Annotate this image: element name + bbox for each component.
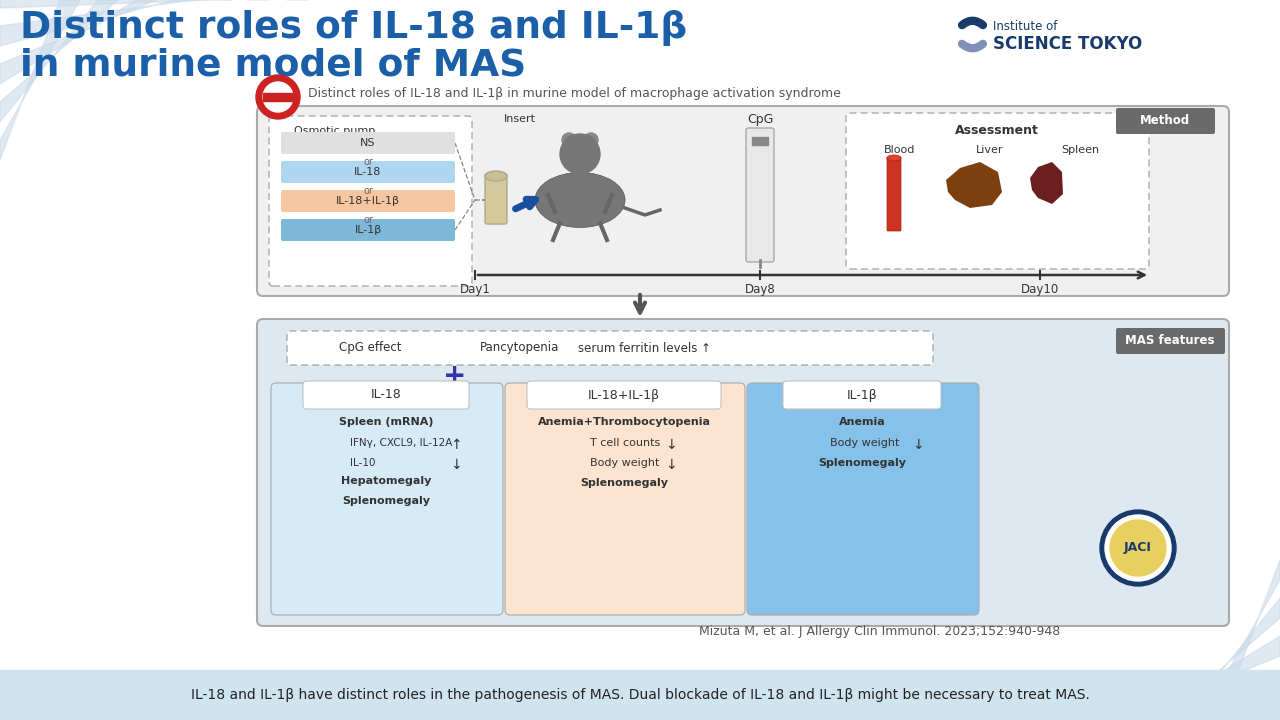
FancyBboxPatch shape xyxy=(257,106,1229,296)
Text: Assessment: Assessment xyxy=(955,124,1039,137)
Text: IL-10: IL-10 xyxy=(349,458,375,468)
Text: T cell counts: T cell counts xyxy=(590,438,660,448)
FancyBboxPatch shape xyxy=(1116,328,1225,354)
Polygon shape xyxy=(1201,560,1280,720)
Polygon shape xyxy=(1085,674,1280,720)
Ellipse shape xyxy=(535,173,625,228)
FancyBboxPatch shape xyxy=(287,331,933,365)
Polygon shape xyxy=(0,0,232,8)
FancyBboxPatch shape xyxy=(257,319,1229,626)
Text: ↑: ↑ xyxy=(451,438,462,452)
FancyBboxPatch shape xyxy=(282,219,454,241)
Text: Pancytopenia: Pancytopenia xyxy=(480,341,559,354)
Text: Splenomegaly: Splenomegaly xyxy=(580,478,668,488)
FancyBboxPatch shape xyxy=(271,383,503,615)
Circle shape xyxy=(562,133,576,147)
FancyBboxPatch shape xyxy=(303,381,468,409)
Text: Spleen: Spleen xyxy=(1061,145,1100,155)
Text: serum ferritin levels ↑: serum ferritin levels ↑ xyxy=(579,341,712,354)
Text: Day1: Day1 xyxy=(460,283,490,296)
Polygon shape xyxy=(0,0,195,46)
Text: IL-18+IL-1β: IL-18+IL-1β xyxy=(335,196,399,206)
Polygon shape xyxy=(0,0,156,84)
Text: in murine model of MAS: in murine model of MAS xyxy=(20,48,526,84)
Text: JACI: JACI xyxy=(1124,541,1152,554)
Text: Mizuta M, et al. J Allergy Clin Immunol. 2023;152:940-948: Mizuta M, et al. J Allergy Clin Immunol.… xyxy=(699,625,1061,638)
Circle shape xyxy=(561,134,600,174)
FancyBboxPatch shape xyxy=(846,113,1149,269)
Text: Insert: Insert xyxy=(504,114,536,124)
Polygon shape xyxy=(1048,712,1280,720)
Text: Method: Method xyxy=(1140,114,1190,127)
Circle shape xyxy=(584,133,598,147)
Text: or: or xyxy=(364,215,372,225)
Text: Distinct roles of IL-18 and IL-1β: Distinct roles of IL-18 and IL-1β xyxy=(20,10,687,46)
Text: or: or xyxy=(364,186,372,196)
Text: Splenomegaly: Splenomegaly xyxy=(342,496,430,506)
FancyBboxPatch shape xyxy=(527,381,721,409)
Text: Liver: Liver xyxy=(977,145,1004,155)
Text: Hepatomegaly: Hepatomegaly xyxy=(340,476,431,486)
FancyBboxPatch shape xyxy=(887,157,901,231)
FancyBboxPatch shape xyxy=(746,128,774,262)
Text: Day10: Day10 xyxy=(1021,283,1059,296)
Text: Blood: Blood xyxy=(884,145,915,155)
Text: SCIENCE TOKYO: SCIENCE TOKYO xyxy=(993,35,1142,53)
Text: Spleen (mRNA): Spleen (mRNA) xyxy=(339,417,433,427)
Text: IL-1β: IL-1β xyxy=(355,225,381,235)
FancyBboxPatch shape xyxy=(1116,108,1215,134)
Polygon shape xyxy=(0,0,118,122)
Circle shape xyxy=(1100,510,1176,586)
Circle shape xyxy=(256,75,300,119)
Polygon shape xyxy=(1124,636,1280,720)
FancyBboxPatch shape xyxy=(748,383,979,615)
Circle shape xyxy=(1110,520,1166,576)
Polygon shape xyxy=(946,162,1002,208)
FancyArrowPatch shape xyxy=(963,44,983,48)
Bar xyxy=(0,670,1280,720)
Text: ↓: ↓ xyxy=(911,438,924,452)
Text: IL-18+IL-1β: IL-18+IL-1β xyxy=(588,389,660,402)
Text: Institute of: Institute of xyxy=(993,20,1057,33)
Text: ↓: ↓ xyxy=(666,458,677,472)
Text: or: or xyxy=(364,157,372,167)
Circle shape xyxy=(262,82,293,112)
Text: Body weight: Body weight xyxy=(829,438,900,448)
FancyBboxPatch shape xyxy=(485,174,507,224)
Bar xyxy=(753,137,768,145)
Text: CpG: CpG xyxy=(746,113,773,126)
Text: +: + xyxy=(443,362,467,390)
Polygon shape xyxy=(0,0,79,160)
FancyArrowPatch shape xyxy=(963,21,983,25)
FancyBboxPatch shape xyxy=(506,383,745,615)
Text: Anemia+Thrombocytopenia: Anemia+Thrombocytopenia xyxy=(538,417,710,427)
FancyBboxPatch shape xyxy=(282,161,454,183)
FancyBboxPatch shape xyxy=(783,381,941,409)
Text: ↓: ↓ xyxy=(451,458,462,472)
Text: Anemia: Anemia xyxy=(838,417,886,427)
Text: Body weight: Body weight xyxy=(590,458,659,468)
Circle shape xyxy=(1105,515,1171,581)
Text: IL-18: IL-18 xyxy=(371,389,402,402)
Text: ↓: ↓ xyxy=(666,438,677,452)
Bar xyxy=(262,93,293,101)
Polygon shape xyxy=(1162,598,1280,720)
Text: IL-18 and IL-1β have distinct roles in the pathogenesis of MAS. Dual blockade of: IL-18 and IL-1β have distinct roles in t… xyxy=(191,688,1089,702)
Text: Splenomegaly: Splenomegaly xyxy=(818,458,906,468)
Text: CpG effect: CpG effect xyxy=(339,341,401,354)
FancyBboxPatch shape xyxy=(269,116,472,286)
FancyBboxPatch shape xyxy=(282,190,454,212)
Polygon shape xyxy=(1030,162,1062,204)
Text: Osmotic pump: Osmotic pump xyxy=(294,126,375,136)
Text: Distinct roles of IL-18 and IL-1β in murine model of macrophage activation syndr: Distinct roles of IL-18 and IL-1β in mur… xyxy=(308,88,841,101)
FancyBboxPatch shape xyxy=(282,132,454,154)
Ellipse shape xyxy=(485,171,507,181)
Text: IFNγ, CXCL9, IL-12A: IFNγ, CXCL9, IL-12A xyxy=(349,438,452,448)
Text: IL-1β: IL-1β xyxy=(846,389,877,402)
Text: MAS features: MAS features xyxy=(1125,335,1215,348)
Ellipse shape xyxy=(887,155,901,161)
Text: IL-18: IL-18 xyxy=(355,167,381,177)
Text: NS: NS xyxy=(360,138,376,148)
Text: Day8: Day8 xyxy=(745,283,776,296)
